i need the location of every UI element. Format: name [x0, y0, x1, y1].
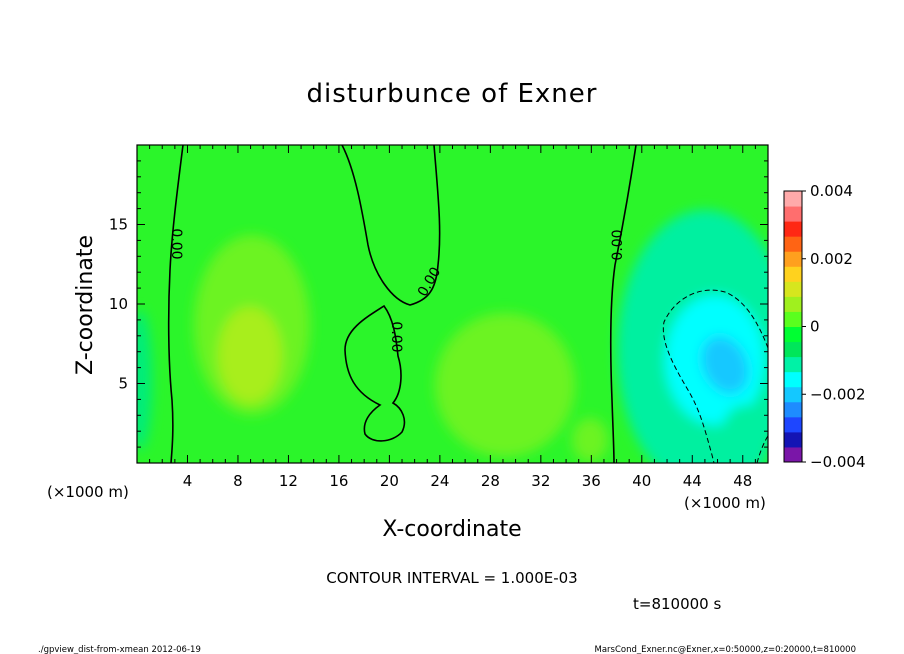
colorbar-tick-label: 0.002 [810, 250, 853, 268]
contour-label: 0.00 [610, 229, 626, 260]
colorbar-swatch [784, 401, 802, 418]
y-unit-label: (×1000 m) [47, 483, 129, 501]
pos-region-right [435, 313, 575, 457]
colorbar-swatch [784, 341, 802, 358]
x-tick-label: 16 [329, 472, 348, 490]
y-tick-label: 10 [109, 295, 128, 313]
x-tick-label: 24 [430, 472, 449, 490]
footer-source: MarsCond_Exner.nc@Exner,x=0:50000,z=0:20… [594, 645, 856, 654]
x-tick-label: 40 [632, 472, 651, 490]
contour-label: 0.00 [168, 228, 184, 259]
colorbar: 0.004 0.002 0 −0.002 −0.004 [783, 182, 866, 471]
contour-interval-text: CONTOUR INTERVAL = 1.000E-03 [326, 569, 577, 587]
x-tick-label: 28 [481, 472, 500, 490]
x-axis-title: X-coordinate [382, 517, 521, 542]
colorbar-swatch [784, 431, 802, 448]
x-tick-label: 4 [183, 472, 193, 490]
chart-title: disturbunce of Exner [307, 79, 598, 109]
contour-line-negative-corner [756, 435, 768, 463]
x-tick-label: 20 [380, 472, 399, 490]
y-axis-title: Z-coordinate [73, 235, 98, 375]
contour-line-right [609, 145, 637, 463]
x-tick-label: 12 [279, 472, 298, 490]
colorbar-swatch [784, 386, 802, 403]
time-label: t=810000 s [633, 595, 721, 613]
colorbar-swatch [784, 416, 802, 433]
pos-core-left [218, 307, 282, 403]
colorbar-swatch [784, 251, 802, 267]
colorbar-swatch [784, 281, 802, 297]
pos-patch-bottom [572, 418, 608, 462]
x-tick-label: 36 [582, 472, 601, 490]
colorbar-swatch [784, 326, 802, 343]
colorbar-swatch [784, 371, 802, 388]
x-tick-label: 8 [233, 472, 243, 490]
colorbar-swatch [784, 311, 802, 327]
colorbar-tick-label: 0 [810, 318, 820, 336]
colorbar-swatch [784, 266, 802, 282]
colorbar-swatch [784, 446, 802, 463]
contour-labels: 0.00 0.00 0.00 0.00 [168, 228, 626, 352]
colorbar-swatch [784, 356, 802, 373]
x-unit-label: (×1000 m) [684, 494, 766, 512]
plot-area: 0.00 0.00 0.00 0.00 4 8 12 16 20 24 28 32 36 40 44… [109, 144, 769, 490]
colorbar-swatch [784, 296, 802, 312]
contour-line-negative [662, 289, 768, 463]
footer-script: ./gpview_dist-from-xmean 2012-06-19 [38, 645, 201, 654]
contour-line-lower [344, 304, 406, 442]
x-tick-label: 32 [531, 472, 550, 490]
contour-label: 0.00 [388, 321, 404, 352]
colorbar-swatch [784, 221, 802, 237]
zero-contours [167, 145, 637, 463]
contour-line-upper [341, 145, 441, 306]
contour-line-left [167, 145, 184, 463]
y-tick-label: 15 [109, 216, 128, 234]
neg-lower-strip [720, 405, 768, 463]
neg-region-core [701, 336, 749, 394]
colorbar-swatch [784, 236, 802, 252]
left-edge-neg [137, 310, 152, 450]
x-tick-label: 48 [733, 472, 752, 490]
colorbar-tick-label: −0.002 [810, 385, 866, 403]
colorbar-swatch [784, 206, 802, 222]
colorbar-tick-label: 0.004 [810, 182, 853, 200]
y-tick-label: 5 [118, 375, 128, 393]
field-shading: 0.00 0.00 0.00 0.00 [137, 145, 768, 463]
colorbar-tick-label: −0.004 [810, 453, 866, 471]
colorbar-swatch [784, 191, 802, 207]
x-tick-label: 44 [683, 472, 702, 490]
